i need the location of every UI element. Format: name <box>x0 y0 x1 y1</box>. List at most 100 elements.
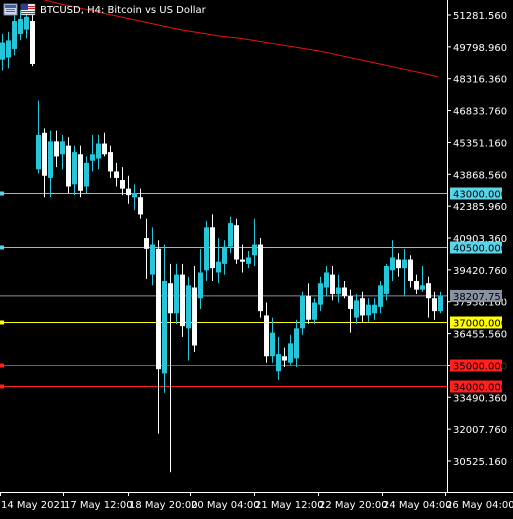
price-tick-label: 32007.760 <box>453 425 507 436</box>
candle <box>162 244 167 393</box>
candle <box>246 250 251 269</box>
candle-body <box>114 171 119 178</box>
level-handle[interactable] <box>0 191 4 196</box>
candle <box>396 253 401 277</box>
candle <box>186 276 191 361</box>
candle-body <box>96 143 101 159</box>
candle <box>372 298 377 320</box>
candle <box>276 336 281 380</box>
level-price-tag[interactable]: 35000.000 <box>450 359 507 373</box>
candle-body <box>120 180 125 189</box>
candle-body <box>336 287 341 294</box>
candle <box>288 334 293 365</box>
candle-body <box>390 257 395 271</box>
candle-body <box>192 287 197 346</box>
level-price-tag[interactable]: 40500.000 <box>450 241 507 255</box>
candle <box>408 255 413 288</box>
candle <box>330 266 335 301</box>
candle-body <box>18 18 23 34</box>
level-price-tag[interactable]: 37000.000 <box>450 316 507 330</box>
candle <box>102 132 107 157</box>
candle <box>312 298 317 325</box>
candle <box>402 248 407 297</box>
candle-body <box>276 354 281 372</box>
candle-body <box>312 302 317 320</box>
price-tick-label: 45351.160 <box>453 138 507 149</box>
candle <box>318 276 323 312</box>
level-handle[interactable] <box>0 363 4 368</box>
candle-body <box>228 223 233 247</box>
candle <box>414 274 419 294</box>
candle <box>12 14 17 56</box>
candle <box>84 156 89 193</box>
candle-body <box>234 225 239 260</box>
candle-body <box>42 132 47 176</box>
candle <box>108 145 113 178</box>
level-price-tag-text: 34000.000 <box>453 383 507 394</box>
candle <box>192 266 197 352</box>
candle-body <box>432 298 437 312</box>
price-tick-label: 46833.760 <box>453 107 507 118</box>
candle-body <box>72 152 77 185</box>
time-tick-label: 21 May 12:00 <box>255 500 324 511</box>
candle-body <box>156 248 161 370</box>
time-tick-label: 18 May 20:00 <box>129 500 198 511</box>
candle <box>204 220 209 282</box>
candle <box>258 238 263 318</box>
candle-body <box>78 154 83 191</box>
window-header: BTCUSD, H4: Bitcoin vs US Dollar <box>3 3 207 16</box>
candle-body <box>342 287 347 297</box>
time-tick-label: 24 May 04:00 <box>383 500 452 511</box>
candle <box>240 244 245 273</box>
candle <box>144 218 149 279</box>
price-tick-label: 48316.360 <box>453 75 507 86</box>
level-price-tag-text: 43000.000 <box>453 190 507 201</box>
candle-body <box>204 227 209 271</box>
price-tick-label: 49798.960 <box>453 43 507 54</box>
current-price-tag[interactable]: 38207.757 <box>450 289 507 303</box>
flag-icon[interactable] <box>20 3 36 16</box>
candle-body <box>186 285 191 329</box>
price-tick-label: 40903.360 <box>453 234 507 245</box>
candle <box>132 184 137 211</box>
candle-body <box>174 274 179 314</box>
candle <box>120 167 125 196</box>
level-handle[interactable] <box>0 245 4 250</box>
candle <box>60 134 65 170</box>
candle-body <box>84 162 89 187</box>
time-tick-label: 17 May 12:00 <box>64 500 133 511</box>
candle <box>342 281 347 299</box>
level-price-tag-text: 37000.000 <box>453 319 507 330</box>
candle-body <box>270 332 275 357</box>
level-handle[interactable] <box>0 320 4 325</box>
candle-body <box>402 259 407 269</box>
chart-window-icon[interactable] <box>3 3 18 16</box>
candle-body <box>384 266 389 294</box>
candle <box>0 33 5 71</box>
candle-body <box>408 259 413 282</box>
candle-body <box>438 296 443 312</box>
candle <box>78 145 83 198</box>
level-handle[interactable] <box>0 384 4 389</box>
candle-body <box>252 244 257 256</box>
level-price-tag[interactable]: 34000.000 <box>450 380 507 394</box>
candle-body <box>102 143 107 155</box>
candle <box>156 240 161 434</box>
candle <box>360 291 365 322</box>
candle <box>210 214 215 282</box>
price-tick-label: 39420.760 <box>453 266 507 277</box>
candle-body <box>294 328 299 359</box>
time-tick-label: 22 May 20:00 <box>319 500 388 511</box>
price-tick-label: 51281.560 <box>453 11 507 22</box>
candle-body <box>372 304 377 314</box>
time-tick-label: 14 May 2021 <box>1 500 66 511</box>
level-price-tag[interactable]: 43000.000 <box>450 187 507 201</box>
candle <box>438 291 443 314</box>
level-price-tag-text: 35000.000 <box>453 362 507 373</box>
candle-body <box>354 300 359 318</box>
candle-body <box>360 298 365 316</box>
time-tick-label: 20 May 04:00 <box>191 500 260 511</box>
candle <box>48 130 53 198</box>
